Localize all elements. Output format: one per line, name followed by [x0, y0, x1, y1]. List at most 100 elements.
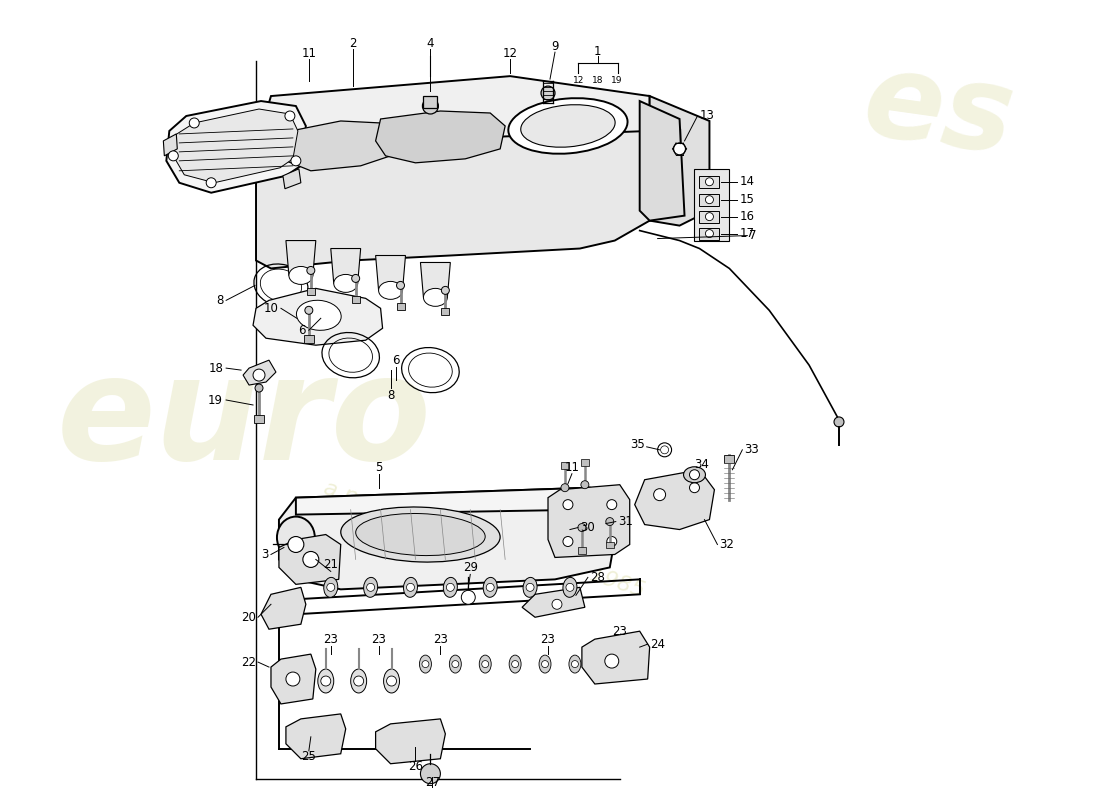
Circle shape	[526, 583, 535, 591]
Circle shape	[422, 661, 429, 667]
Text: 8: 8	[216, 294, 223, 307]
Circle shape	[541, 661, 549, 667]
Circle shape	[255, 384, 263, 392]
Ellipse shape	[364, 578, 377, 598]
Ellipse shape	[384, 669, 399, 693]
Text: 14: 14	[739, 175, 755, 188]
Bar	[304, 335, 313, 343]
Polygon shape	[166, 101, 306, 193]
Text: euro: euro	[57, 350, 431, 490]
Circle shape	[565, 583, 574, 591]
Polygon shape	[279, 121, 396, 170]
Polygon shape	[582, 631, 650, 684]
Circle shape	[354, 676, 364, 686]
Bar	[700, 228, 719, 239]
Text: 34: 34	[694, 458, 710, 471]
Bar	[606, 542, 614, 549]
Text: 7: 7	[749, 229, 757, 242]
Text: 11: 11	[301, 46, 317, 60]
Circle shape	[606, 518, 614, 526]
Ellipse shape	[569, 655, 581, 673]
Polygon shape	[375, 111, 505, 163]
Ellipse shape	[480, 655, 492, 673]
Ellipse shape	[333, 274, 358, 292]
Circle shape	[285, 111, 295, 121]
Text: 32: 32	[719, 538, 735, 551]
Text: 31: 31	[618, 515, 632, 528]
Text: 24: 24	[650, 638, 664, 650]
Text: 1: 1	[594, 45, 602, 58]
Circle shape	[286, 672, 300, 686]
Text: 4: 4	[427, 37, 434, 50]
Text: 21: 21	[323, 558, 339, 571]
Text: 6: 6	[298, 324, 306, 337]
Ellipse shape	[289, 266, 312, 285]
Circle shape	[605, 654, 619, 668]
Circle shape	[422, 98, 439, 114]
Circle shape	[168, 151, 178, 161]
Ellipse shape	[341, 507, 500, 562]
Text: a passion for parts since 1985: a passion for parts since 1985	[321, 478, 647, 601]
Text: 27: 27	[425, 776, 440, 789]
Circle shape	[561, 484, 569, 492]
Bar	[561, 462, 569, 469]
Text: 19: 19	[208, 394, 223, 406]
Ellipse shape	[277, 517, 315, 558]
Circle shape	[578, 523, 586, 531]
Circle shape	[834, 417, 844, 427]
Text: 22: 22	[241, 655, 256, 669]
Circle shape	[563, 500, 573, 510]
Circle shape	[302, 551, 319, 567]
Text: 13: 13	[700, 110, 714, 122]
Text: 2: 2	[349, 37, 356, 50]
Text: 18: 18	[592, 76, 604, 85]
Text: 10: 10	[264, 302, 279, 315]
Text: 28: 28	[590, 571, 605, 584]
Text: 11: 11	[564, 462, 580, 474]
Ellipse shape	[683, 466, 705, 482]
Ellipse shape	[351, 669, 366, 693]
Polygon shape	[286, 714, 345, 758]
Circle shape	[673, 143, 685, 155]
Circle shape	[541, 86, 556, 100]
Ellipse shape	[296, 300, 341, 330]
Text: 9: 9	[551, 40, 559, 53]
Ellipse shape	[483, 578, 497, 598]
Circle shape	[321, 676, 331, 686]
Polygon shape	[331, 249, 361, 283]
Circle shape	[571, 661, 579, 667]
Circle shape	[563, 537, 573, 546]
Text: es: es	[856, 44, 1021, 178]
Ellipse shape	[539, 655, 551, 673]
Circle shape	[552, 599, 562, 610]
Text: 20: 20	[241, 610, 256, 624]
Circle shape	[352, 274, 360, 282]
Circle shape	[705, 178, 714, 186]
Circle shape	[447, 583, 454, 591]
Circle shape	[327, 583, 334, 591]
Ellipse shape	[419, 655, 431, 673]
Text: 5: 5	[375, 462, 383, 474]
Circle shape	[452, 661, 459, 667]
Text: 12: 12	[573, 76, 584, 85]
Text: 23: 23	[613, 625, 627, 638]
Text: 8: 8	[387, 389, 394, 402]
Polygon shape	[243, 360, 276, 385]
Bar	[396, 303, 405, 310]
Text: 25: 25	[301, 750, 317, 763]
Polygon shape	[283, 169, 301, 189]
Polygon shape	[256, 76, 650, 176]
Circle shape	[461, 590, 475, 604]
Ellipse shape	[524, 578, 537, 598]
Text: 23: 23	[540, 633, 556, 646]
Bar	[307, 288, 315, 295]
Circle shape	[690, 482, 700, 493]
Circle shape	[581, 481, 589, 489]
Ellipse shape	[318, 669, 333, 693]
Polygon shape	[548, 485, 629, 558]
Circle shape	[607, 500, 617, 510]
Circle shape	[396, 282, 405, 290]
Text: 23: 23	[371, 633, 386, 646]
Ellipse shape	[450, 655, 461, 673]
Ellipse shape	[404, 578, 418, 598]
